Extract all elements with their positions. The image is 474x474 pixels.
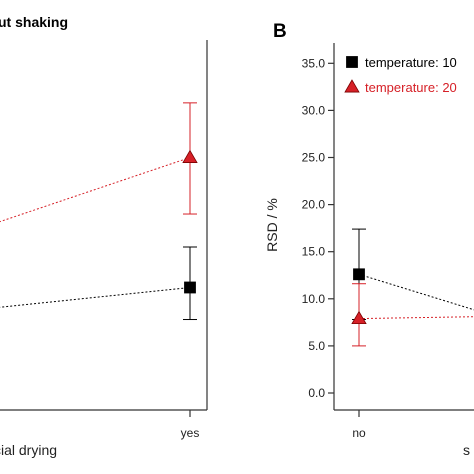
- panel-b-legend: temperature: 10 temperature: 20: [365, 55, 457, 95]
- panel-b-series-line: [358, 273, 474, 311]
- panel-a-x-axis-title: cial drying: [0, 442, 57, 458]
- panel-b-y-tick-label: 15.0: [302, 245, 326, 259]
- panel-a-series-line: [0, 157, 191, 223]
- panel-b-y-axis-title: RSD / %: [264, 198, 280, 252]
- panel-b-y-tick-label: 30.0: [302, 103, 326, 117]
- panel-b-data-point: [351, 310, 367, 325]
- panel-b-letter: B: [273, 21, 287, 42]
- panel-b-y-tick-label: 25.0: [302, 151, 326, 165]
- panel-b-y-tick-label: 20.0: [302, 198, 326, 212]
- panel-b-x-tick-label: s: [463, 442, 470, 458]
- legend-marker: [346, 56, 358, 68]
- panel-b-y-tick-label: 35.0: [302, 56, 326, 70]
- legend-marker: [344, 79, 360, 93]
- legend-entry-label: temperature: 10: [365, 55, 457, 70]
- panel-b-series-line: [358, 316, 474, 320]
- panel-b-y-tick-label: 10.0: [302, 292, 326, 306]
- panel-b-y-tick-label: 5.0: [308, 339, 325, 353]
- panel-b-data-point: [353, 268, 365, 281]
- panel-a-x-tick-label: yes: [181, 426, 200, 440]
- panel-a: ut shaking yes cial drying: [0, 14, 208, 458]
- panel-b-x-tick-label: no: [352, 426, 366, 440]
- panel-b: B 0.0 5.0 10.0 15.0 20.0 25.0 30.0 35.0 RSD / % no…: [264, 21, 474, 458]
- panel-a-data-point: [184, 281, 196, 294]
- legend-entry-label: temperature: 20: [365, 80, 457, 95]
- panel-a-title: ut shaking: [0, 14, 68, 30]
- panel-b-y-tick-label: 0.0: [308, 386, 325, 400]
- panel-a-data-point: [182, 149, 198, 163]
- panel-a-series-line: [0, 286, 191, 308]
